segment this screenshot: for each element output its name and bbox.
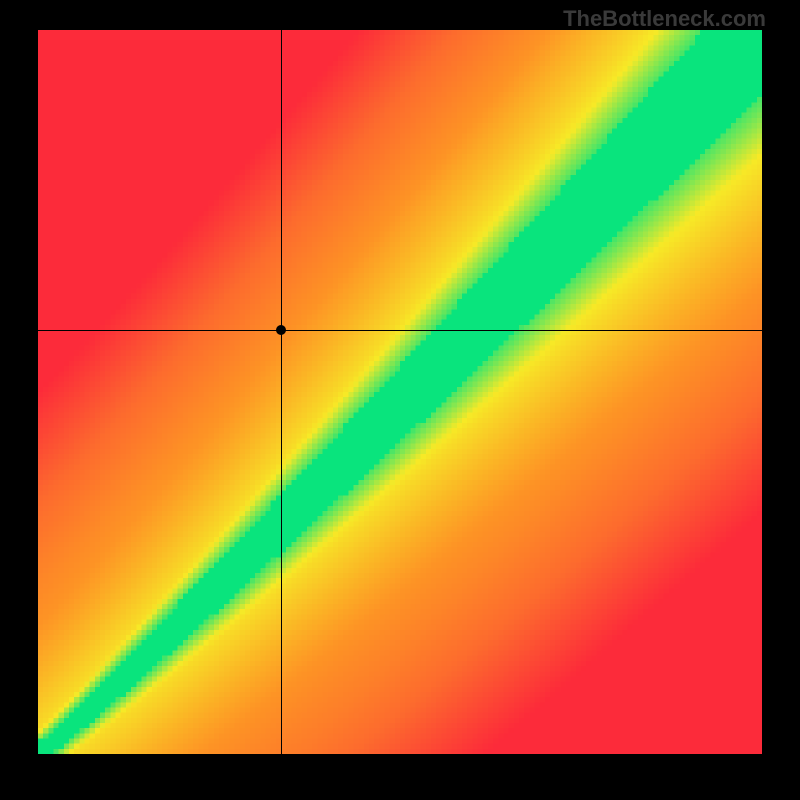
watermark-text: TheBottleneck.com <box>563 6 766 32</box>
crosshair-marker <box>276 325 286 335</box>
crosshair-vertical <box>281 30 282 754</box>
heatmap-canvas <box>38 30 762 754</box>
crosshair-horizontal <box>38 330 762 331</box>
chart-container: TheBottleneck.com <box>0 0 800 800</box>
plot-area <box>38 30 762 754</box>
